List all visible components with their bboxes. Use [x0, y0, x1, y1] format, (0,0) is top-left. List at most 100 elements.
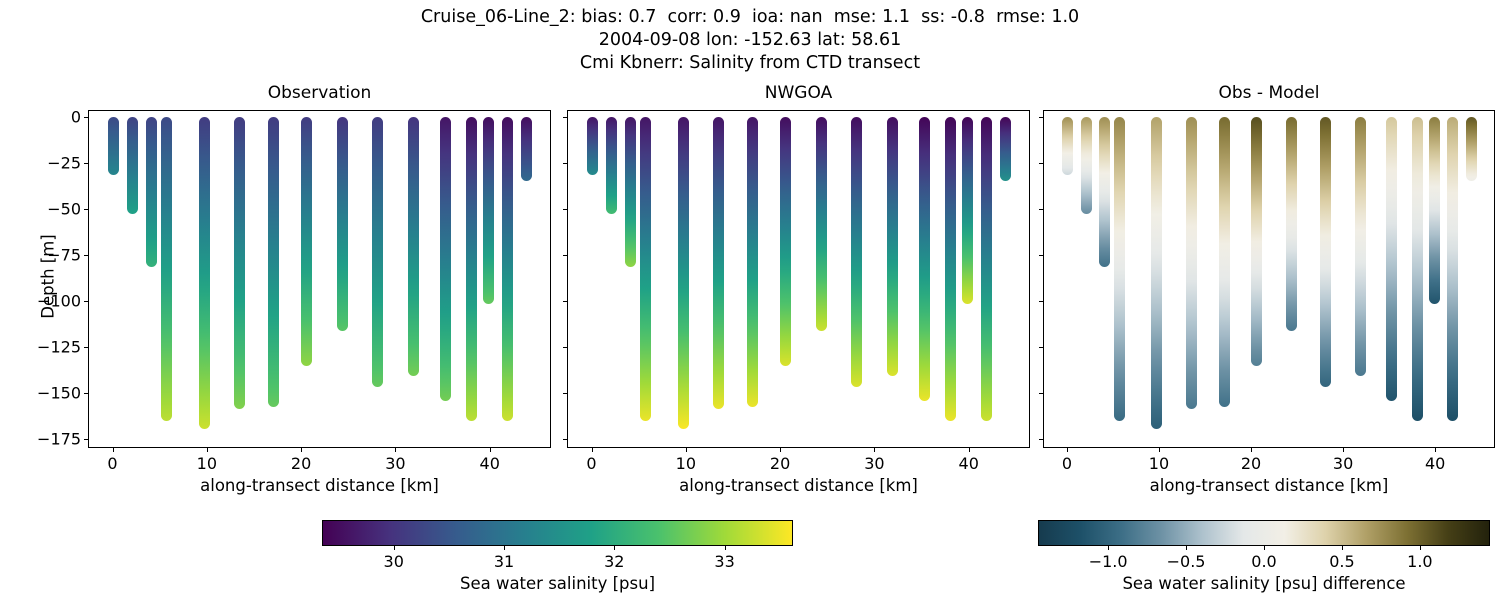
x-tick: [1066, 448, 1068, 452]
suptitle-line-dataset: Cmi Kbnerr: Salinity from CTD transect: [579, 53, 921, 73]
y-tick: [1039, 163, 1043, 165]
cast-profiles: [568, 111, 1029, 447]
colorbar-tick: [1264, 546, 1265, 550]
x-tick: [1343, 448, 1345, 452]
cast-profile: [1286, 117, 1298, 332]
cast-profile: [1080, 117, 1092, 214]
cast-profile: [301, 117, 313, 367]
cast-profile: [483, 117, 495, 304]
x-axis-label: along-transect distance [km]: [200, 476, 439, 495]
colorbar-label: Sea water salinity [psu] difference: [1122, 574, 1406, 593]
x-tick-label: 30: [385, 454, 406, 473]
x-tick-label: 40: [1424, 454, 1446, 473]
x-tick-label: 30: [1332, 454, 1354, 473]
colorbar-tick: [614, 546, 616, 550]
y-tick: [84, 117, 88, 119]
cast-profile: [713, 117, 725, 409]
cast-profile: [1320, 117, 1332, 387]
y-tick: [563, 392, 567, 394]
x-tick-label: 20: [1240, 454, 1262, 473]
y-tick: [563, 163, 567, 165]
colorbar-salinity-difference: −1.0 −0.5 0.0 0.5 1.0 Sea water salinity [psu…: [1038, 520, 1490, 593]
colorbar-tick: [1341, 546, 1343, 550]
y-tick: [563, 301, 567, 303]
cast-profiles: [1044, 111, 1494, 447]
cast-profile: [407, 117, 419, 376]
colorbar-tick-label: −1.0: [1088, 552, 1128, 571]
panel-title: Obs - Model: [1218, 83, 1320, 103]
y-tick-label: −175: [37, 429, 81, 449]
colorbar-tick-label: 31: [493, 552, 515, 571]
y-tick: [1039, 392, 1043, 394]
cast-profile: [372, 117, 384, 387]
cast-profile: [624, 117, 636, 268]
cast-profile: [886, 117, 898, 376]
y-tick: [1039, 255, 1043, 257]
cast-profile: [126, 117, 138, 214]
cast-profile: [747, 117, 759, 407]
cast-profile: [1218, 117, 1230, 407]
x-tick: [968, 448, 970, 452]
x-tick: [206, 448, 208, 452]
cast-profile: [981, 117, 993, 422]
panel-title: NWGOA: [764, 83, 833, 103]
cast-profile: [502, 117, 514, 422]
cast-profile: [234, 117, 246, 409]
x-tick: [685, 448, 687, 452]
colorbar-tick: [393, 546, 395, 550]
colorbar-gradient: [322, 520, 793, 546]
cast-profile: [439, 117, 451, 402]
y-tick: [1039, 209, 1043, 211]
x-tick: [1158, 448, 1160, 452]
x-tick-label: 20: [290, 454, 312, 473]
panel-title: Observation: [267, 83, 372, 103]
colorbar-tick: [1108, 546, 1110, 550]
cast-profile: [160, 117, 172, 422]
plot-area: [1043, 110, 1495, 448]
panel-obs-model: Obs - Model 0 10 20 30 40 along-transect dista…: [1039, 83, 1495, 495]
colorbar-tick: [1419, 546, 1421, 550]
cast-profile: [1412, 117, 1424, 422]
y-tick-label: −50: [47, 199, 81, 219]
y-tick-label: −75: [47, 245, 81, 265]
y-tick: [84, 163, 88, 165]
colorbar-tick-label: 1.0: [1407, 552, 1433, 571]
x-axis-label: along-transect distance [km]: [679, 476, 918, 495]
cast-profile: [677, 117, 689, 429]
cast-profile: [639, 117, 651, 422]
colorbar-gradient: [1038, 520, 1490, 546]
cast-profile: [1062, 117, 1074, 176]
x-tick: [1435, 448, 1437, 452]
y-tick: [1039, 438, 1043, 440]
cast-profile: [816, 117, 828, 332]
x-tick: [489, 448, 491, 452]
x-tick: [112, 448, 114, 452]
y-tick: [1039, 117, 1043, 119]
plot-area: [88, 110, 551, 448]
colorbar-tick: [724, 546, 726, 550]
cast-profile: [1355, 117, 1367, 376]
x-tick: [301, 448, 303, 452]
cast-profile: [1099, 117, 1111, 268]
y-tick: [563, 117, 567, 119]
y-tick: [1039, 346, 1043, 348]
x-tick: [1251, 448, 1253, 452]
x-tick: [780, 448, 782, 452]
cast-profile: [1428, 117, 1440, 304]
y-tick-label: −100: [37, 291, 81, 311]
y-tick-label: −125: [37, 337, 81, 357]
cast-profile: [851, 117, 863, 387]
y-tick: [84, 346, 88, 348]
y-tick: [563, 346, 567, 348]
y-tick: [84, 301, 88, 303]
y-tick: [563, 209, 567, 211]
cast-profile: [198, 117, 210, 429]
suptitle-line-location: 2004-09-08 lon: -152.63 lat: 58.61: [598, 30, 902, 50]
x-tick-label: 20: [769, 454, 791, 473]
y-tick-label: −150: [37, 383, 81, 403]
y-tick: [563, 438, 567, 440]
cast-profile: [587, 117, 599, 176]
x-tick-label: 40: [479, 454, 500, 473]
y-axis-label: Depth [m]: [38, 234, 58, 319]
cast-profile: [1447, 117, 1459, 422]
